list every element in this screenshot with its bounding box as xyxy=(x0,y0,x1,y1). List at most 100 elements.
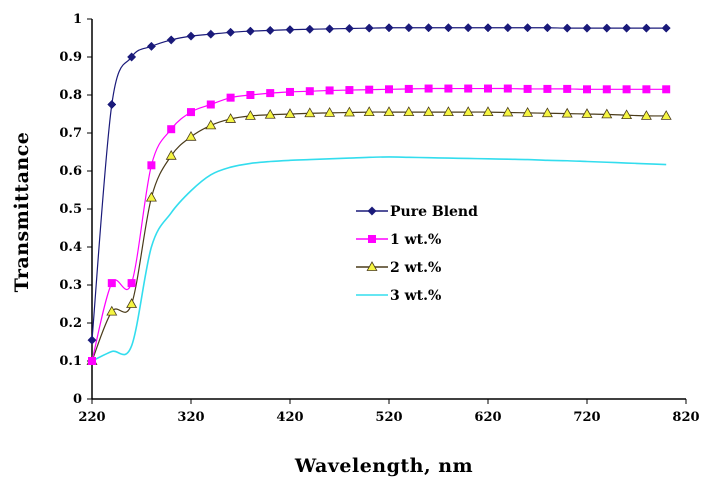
data-point xyxy=(305,87,314,96)
y-tick-label: 0.5 xyxy=(59,202,82,217)
data-point xyxy=(542,23,552,33)
data-point xyxy=(185,130,197,141)
x-tick-label: 720 xyxy=(573,410,600,425)
legend-label: 3 wt.% xyxy=(390,288,441,304)
data-point xyxy=(404,23,414,33)
data-point xyxy=(541,107,553,118)
data-point xyxy=(484,84,492,93)
x-tick-label: 520 xyxy=(375,410,402,425)
data-point xyxy=(226,27,236,37)
data-point xyxy=(284,108,296,118)
data-point xyxy=(146,41,156,51)
data-point xyxy=(503,23,513,33)
data-point xyxy=(325,86,334,95)
data-point xyxy=(245,26,255,36)
data-point xyxy=(87,335,97,345)
data-point xyxy=(563,84,572,93)
data-point xyxy=(127,52,137,62)
data-point xyxy=(345,86,354,95)
data-point xyxy=(364,23,374,33)
data-point xyxy=(304,107,316,118)
data-point xyxy=(385,85,393,94)
legend-marker xyxy=(367,206,377,216)
x-tick-label: 820 xyxy=(672,410,699,425)
series-layer xyxy=(86,23,672,365)
data-point xyxy=(166,35,176,45)
data-point xyxy=(641,23,651,33)
y-tick-label: 0 xyxy=(73,392,82,407)
legend-label: 1 wt.% xyxy=(390,232,441,248)
data-point xyxy=(443,23,453,33)
data-point xyxy=(107,99,117,110)
data-point xyxy=(463,23,473,33)
data-point xyxy=(662,85,671,94)
data-point xyxy=(661,23,671,33)
x-tick-label: 420 xyxy=(276,410,303,425)
data-point xyxy=(285,25,295,35)
data-point xyxy=(363,106,375,116)
data-point xyxy=(581,108,593,118)
series-line xyxy=(91,156,667,362)
y-tick-label: 1 xyxy=(73,12,82,27)
data-point xyxy=(127,279,136,288)
data-point xyxy=(423,106,435,116)
data-point xyxy=(523,84,532,93)
data-point xyxy=(503,84,512,93)
data-point xyxy=(383,106,395,116)
data-point xyxy=(404,84,413,93)
data-point xyxy=(343,106,355,117)
data-point xyxy=(602,23,612,33)
data-point xyxy=(442,106,454,116)
data-point xyxy=(622,23,632,33)
y-tick-label: 0.1 xyxy=(59,354,82,369)
data-point xyxy=(562,23,572,33)
data-point xyxy=(244,110,256,120)
legend-item: 2 wt.% xyxy=(356,260,441,276)
data-point xyxy=(126,298,138,308)
data-point xyxy=(642,85,651,94)
data-point xyxy=(167,125,176,134)
series-2 xyxy=(88,84,671,365)
y-tick-label: 0.9 xyxy=(59,50,82,65)
data-point xyxy=(523,23,533,33)
data-point xyxy=(324,107,336,117)
data-point xyxy=(147,161,156,170)
data-point xyxy=(522,107,534,117)
data-point xyxy=(266,89,275,98)
legend-item: Pure Blend xyxy=(356,204,478,220)
y-tick-label: 0.3 xyxy=(59,278,82,293)
data-point xyxy=(286,87,294,96)
x-tick-label: 320 xyxy=(177,410,204,425)
data-point xyxy=(582,23,592,33)
data-point xyxy=(403,106,415,116)
x-tick-label: 220 xyxy=(78,410,105,425)
legend-item: 3 wt.% xyxy=(356,288,441,304)
data-point xyxy=(483,23,493,33)
y-tick-label: 0.4 xyxy=(59,240,82,255)
data-point xyxy=(640,110,652,120)
data-point xyxy=(424,23,434,33)
data-point xyxy=(482,106,494,116)
data-point xyxy=(264,108,276,119)
data-point xyxy=(246,91,255,99)
data-point xyxy=(561,107,573,118)
series-line xyxy=(91,27,667,341)
axes: 0 0.1 0.2 0.3 0.4 0.5 0.6 0.7 0.8 0.9 1 220 320 420 52… xyxy=(59,12,699,425)
series-3 xyxy=(86,106,672,365)
data-point xyxy=(424,84,433,93)
data-point xyxy=(384,23,394,33)
legend-label: Pure Blend xyxy=(390,204,478,220)
legend-item: 1 wt.% xyxy=(356,232,441,248)
data-point xyxy=(462,106,474,116)
y-tick-label: 0.7 xyxy=(59,126,82,141)
data-point xyxy=(305,24,315,34)
data-point xyxy=(225,113,237,123)
data-point xyxy=(187,108,195,117)
data-point xyxy=(621,109,633,120)
x-axis-title: Wavelength, nm xyxy=(294,455,473,477)
series-4 xyxy=(91,156,667,362)
data-point xyxy=(107,279,116,288)
data-point xyxy=(660,110,672,120)
data-point xyxy=(344,23,354,34)
